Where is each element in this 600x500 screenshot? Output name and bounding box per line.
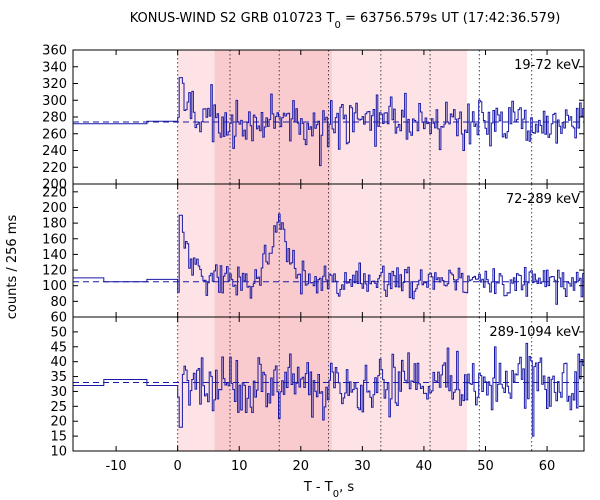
y-tick-label: 200	[42, 201, 67, 216]
y-tick-label: 20	[50, 415, 67, 430]
x-tick-label: 40	[416, 459, 433, 474]
y-tick-label: 220	[42, 185, 67, 200]
y-tick-label: 15	[50, 430, 67, 445]
y-tick-label: 40	[50, 355, 67, 370]
y-tick-label: 100	[42, 279, 67, 294]
y-tick-label: 45	[50, 340, 67, 355]
chart-title: KONUS-WIND S2 GRB 010723 T0 = 63756.579s…	[130, 11, 561, 31]
y-tick-label: 30	[50, 385, 67, 400]
x-tick-label: 60	[539, 459, 556, 474]
y-tick-label: 320	[42, 77, 67, 92]
y-tick-label: 260	[42, 127, 67, 142]
x-tick-label: 20	[293, 459, 310, 474]
panel-frame	[72, 316, 585, 452]
y-tick-label: 340	[42, 60, 67, 75]
y-tick-label: 60	[50, 311, 67, 326]
x-tick-label: 0	[174, 459, 182, 474]
x-tick-labels: -10 0 10 20 30 40 50 60	[105, 459, 555, 474]
y-tick-label: 10	[50, 445, 67, 460]
light-curve-series	[73, 342, 584, 437]
y-tick-label: 120	[42, 264, 67, 279]
y-axis-title: counts / 256 ms	[5, 215, 20, 320]
y-tick-label: 140	[42, 248, 67, 263]
y-tick-label: 35	[50, 370, 67, 385]
y-tick-label: 240	[42, 144, 67, 159]
x-tick-label: 30	[354, 459, 371, 474]
x-tick-label: 10	[231, 459, 248, 474]
y-tick-label: 50	[50, 325, 67, 340]
y-tick-label: 25	[50, 400, 67, 415]
y-tick-label: 200	[42, 178, 67, 193]
light-curve-series	[73, 77, 584, 167]
x-axis-title: T - T0, s	[303, 480, 354, 500]
light-curve-series	[73, 213, 584, 305]
energy-band-label: 72-289 keV	[506, 192, 580, 207]
y-tick-label: 280	[42, 111, 67, 126]
shaded-region-inner	[214, 50, 332, 451]
y-tick-label: 160	[42, 232, 67, 247]
x-tick-label: -10	[105, 459, 126, 474]
y-tick-label: 360	[42, 44, 67, 59]
energy-band-label: 289-1094 keV	[489, 325, 580, 340]
y-tick-label: 220	[42, 161, 67, 176]
y-tick-label: 300	[42, 94, 67, 109]
x-tick-label: 50	[477, 459, 494, 474]
energy-band-label: 19-72 keV	[514, 58, 580, 73]
y-tick-label: 180	[42, 217, 67, 232]
y-tick-label: 80	[50, 295, 67, 310]
